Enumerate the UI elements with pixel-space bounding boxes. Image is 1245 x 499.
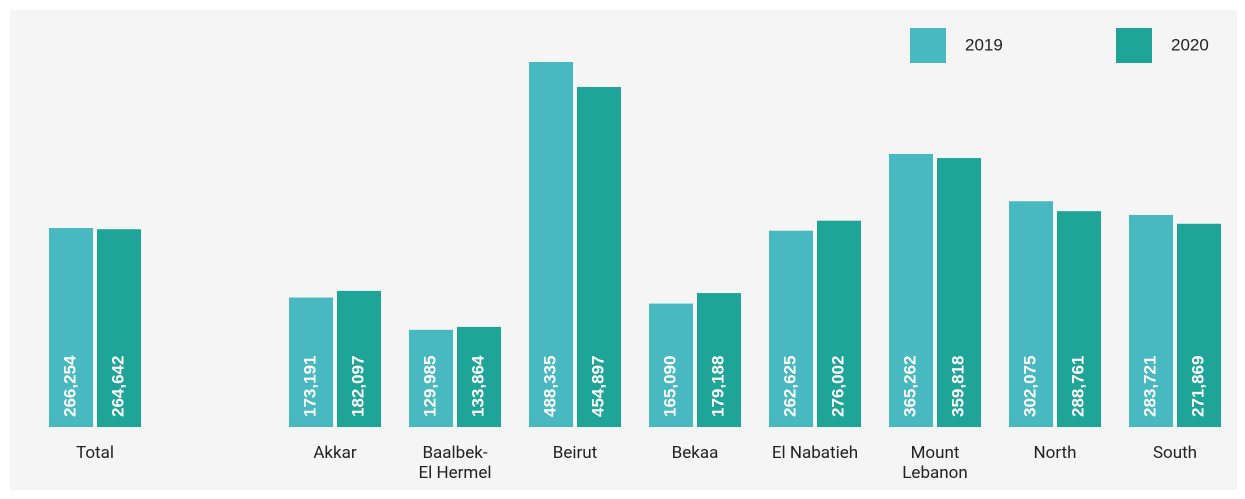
- legend-label: 2020: [1171, 35, 1209, 54]
- bar: [49, 227, 93, 427]
- legend-swatch: [1116, 28, 1152, 63]
- x-tick-label: Total: [76, 443, 114, 463]
- x-tick-label: Bekaa: [671, 443, 719, 463]
- bar: [409, 329, 453, 427]
- value-label: 262,625: [780, 356, 799, 417]
- x-tick-label: Akkar: [313, 443, 357, 463]
- value-label: 359,818: [948, 356, 967, 417]
- legend-label: 2019: [965, 35, 1003, 54]
- value-label: 173,191: [300, 356, 319, 417]
- value-label: 276,002: [828, 356, 847, 417]
- bar: [529, 62, 573, 427]
- x-tick-label: South: [1152, 443, 1198, 463]
- legend-swatch: [910, 28, 946, 63]
- bar: [1057, 211, 1101, 427]
- bar: [1129, 214, 1173, 427]
- value-label: 266,254: [60, 355, 79, 417]
- bar: [1177, 223, 1221, 427]
- bar: [457, 326, 501, 427]
- bar: [649, 303, 693, 427]
- bar: [289, 297, 333, 427]
- bar: [769, 230, 813, 427]
- x-tick-label: Beirut: [552, 443, 598, 463]
- x-tick-label: El Nabatieh: [771, 443, 859, 463]
- bar: [817, 220, 861, 427]
- value-label: 271,869: [1188, 356, 1207, 417]
- value-label: 165,090: [660, 356, 679, 417]
- value-label: 288,761: [1068, 356, 1087, 417]
- value-label: 182,097: [348, 356, 367, 417]
- value-label: 283,721: [1140, 356, 1159, 417]
- bar: [337, 290, 381, 427]
- value-label: 133,864: [468, 355, 487, 417]
- bar: [697, 293, 741, 427]
- x-tick-label: Baalbek- El Hermel: [418, 443, 492, 483]
- bar: [1009, 201, 1053, 427]
- x-tick-label: North: [1033, 443, 1077, 463]
- bar: [97, 229, 141, 427]
- value-label: 179,188: [708, 356, 727, 417]
- value-label: 129,985: [420, 356, 439, 417]
- bar: [937, 158, 981, 427]
- bar: [577, 86, 621, 427]
- bar: [889, 153, 933, 428]
- value-label: 488,335: [540, 356, 559, 417]
- value-label: 365,262: [900, 356, 919, 417]
- value-label: 302,075: [1020, 356, 1039, 417]
- x-tick-label: Mount Lebanon: [902, 443, 968, 483]
- value-label: 454,897: [588, 356, 607, 417]
- value-label: 264,642: [108, 356, 127, 417]
